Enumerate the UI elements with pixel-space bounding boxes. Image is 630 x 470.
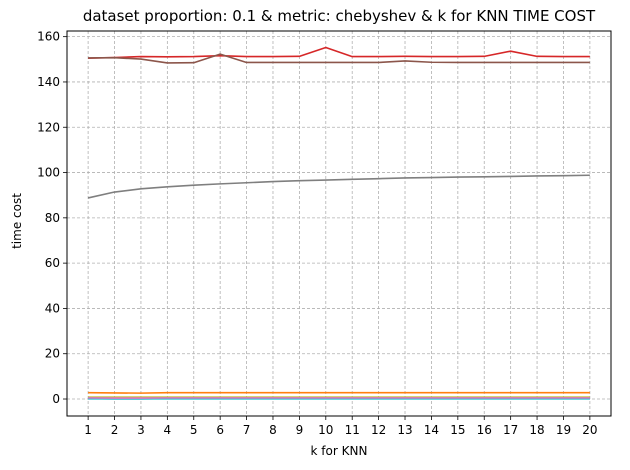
x-tick-label: 3	[137, 423, 145, 437]
x-tick-label: 12	[371, 423, 386, 437]
x-axis-label: k for KNN	[311, 444, 368, 458]
y-axis-label: time cost	[10, 193, 24, 249]
x-tick-label: 10	[318, 423, 333, 437]
x-tick-label: 1	[84, 423, 92, 437]
x-tick-label: 14	[424, 423, 439, 437]
y-tick-label: 100	[37, 166, 60, 180]
x-tick-label: 17	[503, 423, 518, 437]
grid	[67, 31, 611, 416]
x-tick-label: 15	[450, 423, 465, 437]
x-tick-label: 16	[477, 423, 492, 437]
series-layer	[87, 46, 590, 400]
x-tick-label: 8	[269, 423, 277, 437]
y-tick-label: 20	[45, 347, 60, 361]
x-tick-label: 5	[190, 423, 198, 437]
series-line-3	[87, 174, 590, 199]
series-line-2	[88, 53, 590, 64]
y-tick-label: 120	[37, 120, 60, 134]
x-tick-label: 11	[345, 423, 360, 437]
y-tick-label: 160	[37, 30, 60, 44]
x-tick-label: 6	[216, 423, 224, 437]
x-tick-label: 2	[111, 423, 119, 437]
y-tick-label: 40	[45, 301, 60, 315]
y-tick-label: 60	[45, 256, 60, 270]
x-tick-label: 4	[164, 423, 172, 437]
y-tick-label: 0	[52, 392, 60, 406]
x-tick-label: 13	[397, 423, 412, 437]
plot-frame	[66, 30, 612, 417]
x-tick-label: 18	[529, 423, 544, 437]
series-line-1	[88, 46, 590, 59]
x-tick-label: 19	[556, 423, 571, 437]
x-tick-label: 7	[243, 423, 251, 437]
y-tick-label: 80	[45, 211, 60, 225]
x-tick-label: 9	[296, 423, 304, 437]
x-tick-label: 20	[582, 423, 597, 437]
ticks: 1 2 3 4 5 6 7 8 9 10 11 12 13 14 15 16 17 18 19 20020406080…	[37, 30, 597, 437]
chart-title: dataset proportion: 0.1 & metric: chebys…	[83, 7, 596, 25]
y-tick-label: 140	[37, 75, 60, 89]
